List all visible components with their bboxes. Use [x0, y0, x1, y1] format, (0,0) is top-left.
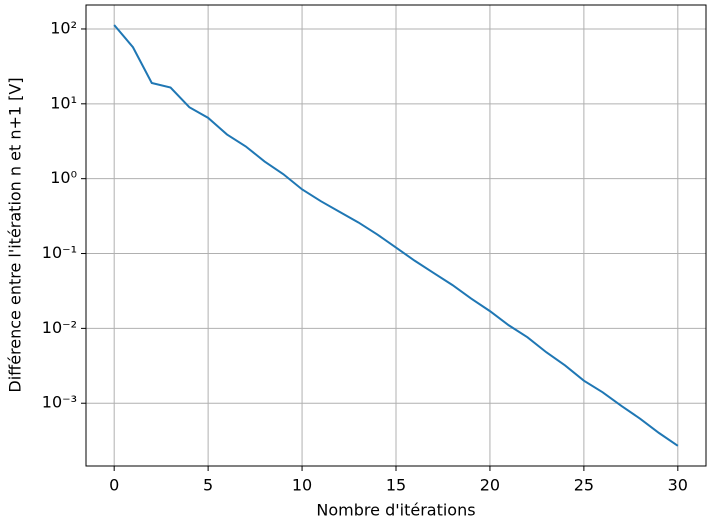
x-tick-label: 15	[386, 476, 406, 495]
y-tick-label: 10⁻¹	[42, 243, 77, 262]
x-tick-label: 20	[480, 476, 500, 495]
data-line	[113, 24, 679, 447]
y-axis-label: Différence entre l'itération n et n+1 [V…	[6, 77, 25, 392]
x-axis-label: Nombre d'itérations	[316, 501, 475, 520]
x-tick-label: 30	[668, 476, 688, 495]
x-tick-label: 0	[109, 476, 119, 495]
y-tick-label: 10⁰	[50, 168, 77, 187]
y-tick-label: 10⁻³	[42, 393, 77, 412]
y-tick-label: 10²	[50, 18, 77, 37]
x-tick-label: 25	[574, 476, 594, 495]
plot-frame	[85, 4, 707, 467]
y-tick-label: 10¹	[50, 93, 77, 112]
x-tick-label: 5	[203, 476, 213, 495]
x-tick-label: 10	[292, 476, 312, 495]
y-tick-label: 10⁻²	[42, 318, 77, 337]
